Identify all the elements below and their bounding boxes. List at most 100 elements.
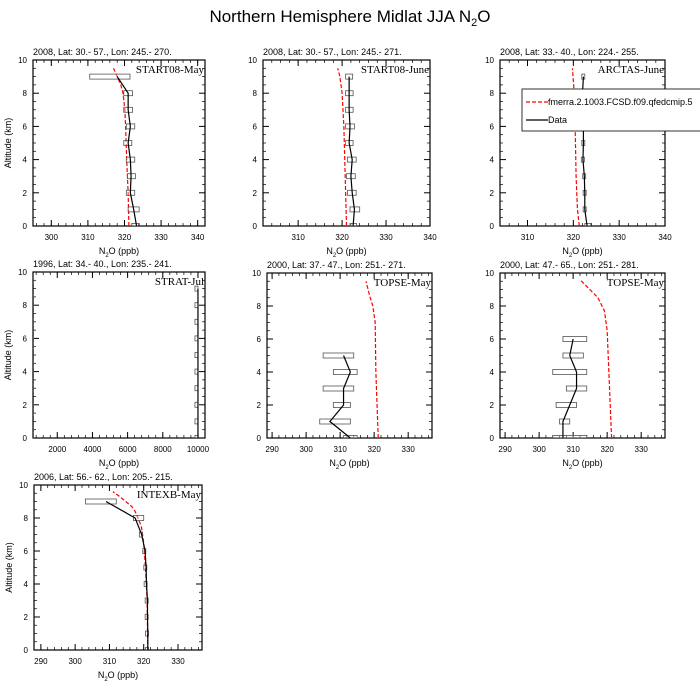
y-tick-label: 8 bbox=[23, 89, 28, 98]
campaign-label: START08-May bbox=[136, 64, 205, 76]
x-tick-label: 320 bbox=[367, 445, 381, 454]
y-tick-label: 4 bbox=[490, 368, 495, 377]
x-axis-label: N2O (ppb) bbox=[562, 458, 602, 471]
plot-frame bbox=[32, 59, 206, 227]
x-tick-label: 2000 bbox=[48, 445, 66, 454]
x-axis-label-sub: 2 bbox=[569, 253, 573, 259]
y-tick-label: 8 bbox=[257, 302, 262, 311]
data-range-box bbox=[89, 73, 131, 80]
x-axis-label-part: N bbox=[329, 458, 336, 468]
y-tick-label: 2 bbox=[257, 401, 262, 410]
y-tick-label: 4 bbox=[23, 156, 28, 165]
x-tick-label: 330 bbox=[612, 233, 626, 242]
plot-area bbox=[319, 281, 379, 438]
y-tick-label: 4 bbox=[257, 368, 262, 377]
x-tick-label: 330 bbox=[154, 233, 168, 242]
x-axis-label-part: N bbox=[562, 458, 569, 468]
panel-5: 2000, Lat: 37.- 47., Lon: 251.- 271. 0 2 4 6… bbox=[252, 260, 433, 471]
panel-7: 2006, Lat: 56.- 62., Lon: 205.- 215. 0 2 4 6… bbox=[4, 472, 203, 683]
y-axis-label: Altitude (km) bbox=[3, 118, 13, 169]
model-series-line bbox=[365, 281, 379, 438]
y-tick-label: 2 bbox=[490, 189, 495, 198]
x-axis-label-part: O (ppb) bbox=[108, 670, 139, 680]
plot-area bbox=[89, 68, 140, 226]
y-tick-label: 2 bbox=[24, 613, 29, 622]
data-range-box bbox=[332, 369, 358, 375]
x-tick-label: 340 bbox=[191, 233, 205, 242]
y-tick-label: 10 bbox=[252, 269, 261, 278]
legend-model-label: fmerra.2.1003.FCSD.f09.qfedcmip.5 bbox=[548, 97, 693, 107]
y-tick-label: 6 bbox=[23, 334, 28, 343]
plot-area bbox=[552, 279, 613, 438]
data-range-box bbox=[322, 385, 355, 392]
x-axis-label-part: O (ppb) bbox=[572, 246, 603, 256]
x-tick-label: 310 bbox=[81, 233, 95, 242]
plot-frame bbox=[32, 271, 206, 439]
data-series-line bbox=[348, 76, 356, 226]
panel-subtitle: 2008, Lat: 33.- 40., Lon: 224.- 255. bbox=[500, 47, 639, 57]
x-axis-label-sub: 2 bbox=[336, 465, 340, 471]
x-tick-label: 340 bbox=[658, 233, 672, 242]
y-tick-label: 0 bbox=[24, 646, 29, 655]
y-tick-label: 4 bbox=[490, 156, 495, 165]
x-axis-label: N2O (ppb) bbox=[99, 246, 139, 259]
y-tick-label: 8 bbox=[490, 89, 495, 98]
campaign-label: TOPSE-May bbox=[374, 277, 432, 289]
data-range-box bbox=[194, 435, 199, 438]
campaign-label: TOPSE-May bbox=[607, 277, 665, 289]
x-axis-label-part: O (ppb) bbox=[339, 458, 370, 468]
panel-subtitle: 2000, Lat: 37.- 47., Lon: 251.- 271. bbox=[267, 260, 406, 270]
data-range-box bbox=[145, 647, 149, 650]
y-tick-label: 6 bbox=[24, 547, 29, 556]
legend: fmerra.2.1003.FCSD.f09.qfedcmip.5 Data bbox=[521, 88, 700, 132]
campaign-label: STRAT-Jul bbox=[155, 276, 204, 288]
x-axis-label: N2O (ppb) bbox=[99, 458, 139, 471]
x-axis-label-part: N bbox=[562, 246, 569, 256]
campaign-label: INTEXB-May bbox=[137, 489, 202, 501]
data-range-box bbox=[552, 435, 588, 438]
panel-1: 2008, Lat: 30.- 57., Lon: 245.- 270. 0 2 4 6… bbox=[3, 47, 206, 259]
x-axis-label: N2O (ppb) bbox=[562, 246, 602, 259]
x-tick-label: 290 bbox=[498, 445, 512, 454]
data-series-line bbox=[562, 338, 578, 438]
x-axis-label: N2O (ppb) bbox=[98, 670, 138, 683]
x-tick-label: 330 bbox=[171, 657, 185, 666]
x-tick-label: 330 bbox=[379, 233, 393, 242]
data-range-box bbox=[145, 630, 149, 637]
campaign-label: START08-June bbox=[361, 64, 429, 76]
y-tick-label: 0 bbox=[490, 434, 495, 443]
model-series-line bbox=[337, 68, 348, 226]
x-axis-label-part: O (ppb) bbox=[572, 458, 603, 468]
data-range-box bbox=[144, 614, 149, 620]
data-range-box bbox=[559, 418, 571, 425]
x-tick-label: 310 bbox=[521, 233, 535, 242]
y-tick-label: 8 bbox=[490, 302, 495, 311]
model-series-line bbox=[571, 68, 580, 226]
y-tick-label: 4 bbox=[24, 580, 29, 589]
x-axis-label-part: N bbox=[99, 246, 106, 256]
plot-area bbox=[337, 68, 361, 226]
data-range-box bbox=[143, 564, 148, 571]
y-tick-label: 2 bbox=[23, 189, 28, 198]
x-axis-label-sub: 2 bbox=[333, 253, 337, 259]
data-range-box bbox=[319, 418, 351, 425]
x-axis-label: N2O (ppb) bbox=[329, 458, 369, 471]
panel-subtitle: 2008, Lat: 30.- 57., Lon: 245.- 270. bbox=[33, 47, 172, 57]
y-tick-label: 8 bbox=[24, 514, 29, 523]
panel-subtitle: 2006, Lat: 56.- 62., Lon: 205.- 215. bbox=[34, 472, 173, 482]
x-tick-label: 310 bbox=[291, 233, 305, 242]
campaign-label: ARCTAS-June bbox=[598, 64, 664, 76]
x-axis-label-part: N bbox=[99, 458, 106, 468]
x-axis-label-part: N bbox=[98, 670, 105, 680]
data-range-box bbox=[85, 498, 117, 505]
y-tick-label: 0 bbox=[257, 434, 262, 443]
y-tick-label: 10 bbox=[485, 269, 494, 278]
figure-title: Northern Hemisphere Midlat JJA N2O bbox=[209, 7, 490, 29]
x-tick-label: 320 bbox=[567, 233, 581, 242]
y-axis-label: Altitude (km) bbox=[3, 330, 13, 381]
panel-2: 2008, Lat: 30.- 57., Lon: 245.- 271. 0 2 4 6… bbox=[248, 47, 437, 259]
x-tick-label: 310 bbox=[566, 445, 580, 454]
y-tick-label: 4 bbox=[253, 156, 258, 165]
y-tick-label: 10 bbox=[19, 481, 28, 490]
